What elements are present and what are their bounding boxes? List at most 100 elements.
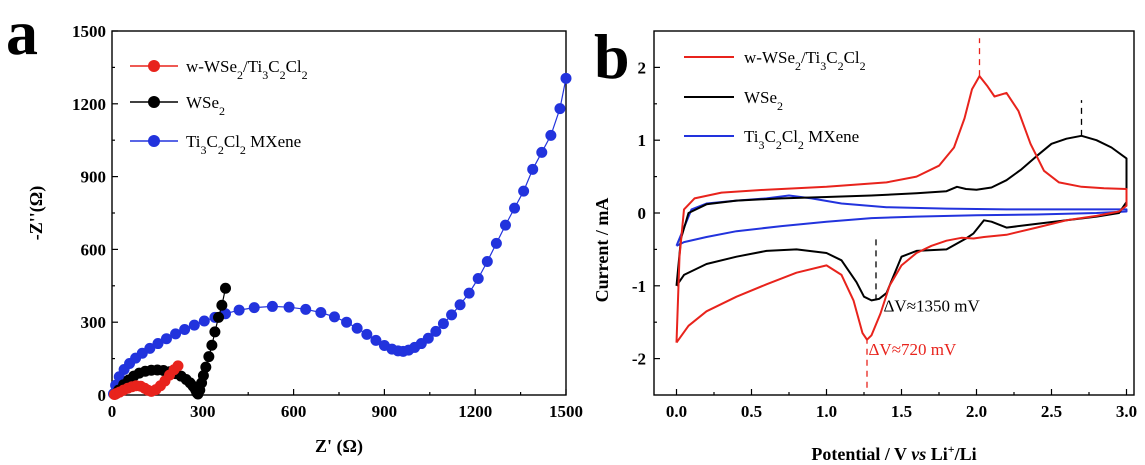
panel-a-data-point xyxy=(370,334,382,346)
panel-a-plot-frame xyxy=(111,30,567,396)
panel-b-x-tick-label: 1.5 xyxy=(891,402,912,421)
panel-b-series-line-1 xyxy=(675,134,1128,302)
panel-a-y-tick-label: 900 xyxy=(81,168,107,187)
panel-a-data-point xyxy=(422,332,434,344)
panel-a-legend: w-WSe2/Ti3C2Cl2 WSe2 Ti3C2Cl2 MXene xyxy=(130,57,308,157)
panel-a-x-tick-label: 300 xyxy=(190,402,216,421)
panel-b-x-tick-label: 3.0 xyxy=(1116,402,1137,421)
panel-a-ticks: 0 300 600 900 1200 1500 0 300 600 900 1200 1500 xyxy=(72,22,583,421)
panel-a-data-point xyxy=(200,361,212,373)
panel-a-data-point xyxy=(560,72,572,84)
panel-a-series xyxy=(108,72,572,401)
panel-a-data-point xyxy=(446,309,458,321)
panel-a-legend-entry: w-WSe2/Ti3C2Cl2 xyxy=(130,57,308,82)
panel-a: a 0 300 600 900 1200 1500 0 300 600 900 1200 1500 w… xyxy=(6,0,583,457)
panel-a-x-tick-label: 900 xyxy=(372,402,398,421)
panel-a-data-point xyxy=(518,185,530,197)
panel-a-data-point xyxy=(209,326,221,338)
panel-b-legend-label: w-WSe2/Ti3C2Cl2 xyxy=(744,48,866,73)
panel-a-legend-entry: Ti3C2Cl2 MXene xyxy=(130,132,301,157)
panel-a-data-point xyxy=(454,299,466,311)
panel-a-legend-marker xyxy=(148,60,160,72)
panel-a-data-point xyxy=(536,146,548,158)
panel-b-delta-v-annotation: ΔV≈1350 mV xyxy=(884,296,981,315)
panel-a-y-axis-title: -Z''(Ω) xyxy=(26,186,47,240)
panel-a-data-point xyxy=(527,163,539,175)
panel-a-y-tick-label: 300 xyxy=(81,313,107,332)
panel-b-delta-v-annotation: ΔV≈720 mV xyxy=(869,340,958,359)
panel-a-series-2 xyxy=(108,72,572,400)
panel-a-y-tick-label: 0 xyxy=(98,386,107,405)
panel-a-x-tick-label: 1500 xyxy=(549,402,583,421)
panel-a-series-line xyxy=(112,78,567,394)
panel-a-data-point xyxy=(233,304,245,316)
panel-a-data-point xyxy=(152,338,164,350)
panel-a-data-point xyxy=(315,306,327,318)
panel-a-legend-entry: WSe2 xyxy=(130,93,225,118)
panel-a-legend-label: w-WSe2/Ti3C2Cl2 xyxy=(186,57,308,82)
panel-a-data-point xyxy=(198,315,210,327)
panel-b-y-tick-label: -2 xyxy=(632,350,646,369)
panel-a-data-point xyxy=(341,316,353,328)
panel-b-x-tick-label: 0.0 xyxy=(666,402,687,421)
panel-a-x-tick-label: 600 xyxy=(281,402,307,421)
panel-a-data-point xyxy=(283,301,295,313)
panel-a-data-point xyxy=(351,322,363,334)
panel-a-x-tick-label: 1200 xyxy=(458,402,492,421)
panel-a-data-point xyxy=(328,311,340,323)
panel-a-legend-label: WSe2 xyxy=(186,93,225,118)
panel-a-data-point xyxy=(437,318,449,330)
panel-b-series-line-0 xyxy=(675,75,1128,344)
panel-a-data-point xyxy=(206,339,218,351)
panel-b-x-tick-label: 0.5 xyxy=(741,402,762,421)
panel-a-data-point xyxy=(203,351,215,363)
panel-a-data-point xyxy=(248,302,260,314)
panel-a-data-point xyxy=(220,282,231,294)
panel-b-legend: w-WSe2/Ti3C2Cl2 WSe2 Ti3C2Cl2 MXene xyxy=(684,48,866,152)
panel-a-y-tick-label: 1500 xyxy=(72,22,106,41)
panel-a-data-point xyxy=(266,300,278,312)
panel-a-data-point xyxy=(213,311,225,323)
panel-a-series-0 xyxy=(108,360,184,401)
panel-b: b 0.0 0.5 1.0 1.5 2.0 2.5 3.0 -2 -1 0 1 2 w-WSe2/Ti… xyxy=(592,21,1137,464)
panel-a-data-point xyxy=(300,303,312,315)
panel-a-data-point xyxy=(481,256,493,268)
panel-a-gridless-axes xyxy=(111,30,567,396)
panel-a-data-point xyxy=(160,333,172,345)
panel-b-y-tick-label: 1 xyxy=(638,131,647,150)
panel-a-legend-marker xyxy=(148,96,160,108)
panel-label-b: b xyxy=(594,21,630,92)
panel-b-y-tick-label: 0 xyxy=(638,204,647,223)
panel-b-x-tick-label: 2.0 xyxy=(966,402,987,421)
panel-b-ticks: 0.0 0.5 1.0 1.5 2.0 2.5 3.0 -2 -1 0 1 2 xyxy=(632,58,1137,421)
panel-b-y-axis-title: Current / mA xyxy=(592,198,612,303)
panel-a-data-point xyxy=(170,328,182,340)
panel-b-legend-entry: WSe2 xyxy=(684,88,783,113)
panel-b-annotations: ΔV≈1350 mV ΔV≈720 mV xyxy=(869,296,981,359)
panel-b-legend-entry: Ti3C2Cl2 MXene xyxy=(684,127,859,152)
panel-a-data-point xyxy=(430,325,442,337)
panel-a-legend-label: Ti3C2Cl2 MXene xyxy=(186,132,301,157)
panel-a-data-point xyxy=(179,323,191,335)
panel-a-data-point xyxy=(216,299,228,311)
panel-b-y-tick-label: 2 xyxy=(638,58,647,77)
panel-b-y-tick-label: -1 xyxy=(632,277,646,296)
panel-b-legend-label: WSe2 xyxy=(744,88,783,113)
panel-a-data-point xyxy=(144,342,156,354)
panel-a-data-point xyxy=(463,287,475,299)
panel-a-series-1 xyxy=(109,282,231,400)
panel-b-series xyxy=(675,75,1128,344)
panel-a-x-tick-label: 0 xyxy=(108,402,117,421)
panel-a-legend-marker xyxy=(148,135,160,147)
panel-a-data-point xyxy=(499,219,511,231)
panel-a-data-point xyxy=(545,129,557,141)
panel-a-data-point xyxy=(490,237,502,249)
panel-b-x-axis-title: Potential / V vs Li+/Li xyxy=(811,442,976,464)
panel-a-data-point xyxy=(172,360,184,372)
panel-b-peak-markers xyxy=(866,38,1083,388)
panel-a-data-point xyxy=(509,202,521,214)
panel-a-data-point xyxy=(554,103,566,115)
panel-a-data-point xyxy=(472,273,484,285)
panel-b-x-tick-label: 1.0 xyxy=(816,402,837,421)
